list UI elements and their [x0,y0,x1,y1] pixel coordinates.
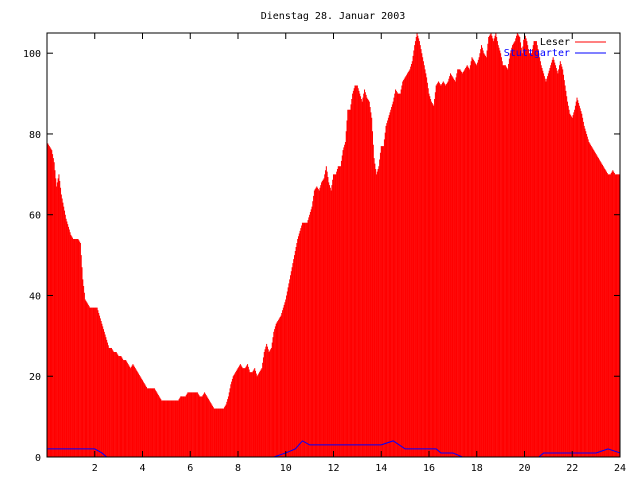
y-tick-label: 0 [35,453,41,464]
y-tick-label: 80 [29,130,41,141]
y-tick-label: 60 [29,211,41,222]
legend: Leser Stuttgarter [504,37,606,59]
x-tick-label: 22 [566,463,578,474]
legend-label-leser: Leser [540,37,570,48]
chart-title: Dienstag 28. Januar 2003 [261,11,406,22]
x-tick-label: 6 [187,463,193,474]
x-tick-label: 10 [280,463,292,474]
x-tick-label: 24 [614,463,626,474]
x-tick-label: 16 [423,463,435,474]
x-axis: 2 4 6 8 10 12 14 16 18 20 22 24 [92,33,626,474]
x-tick-label: 18 [471,463,483,474]
y-tick-label: 40 [29,291,41,302]
x-tick-label: 2 [92,463,98,474]
x-tick-label: 14 [375,463,387,474]
x-tick-label: 4 [139,463,145,474]
x-tick-label: 20 [518,463,530,474]
x-tick-label: 8 [235,463,241,474]
y-tick-label: 100 [23,49,41,60]
legend-label-stuttgarter: Stuttgarter [504,48,570,59]
y-tick-label: 20 [29,372,41,383]
x-tick-label: 12 [327,463,339,474]
series-leser [46,33,620,457]
y-axis: 0 20 40 60 80 100 [23,49,620,464]
